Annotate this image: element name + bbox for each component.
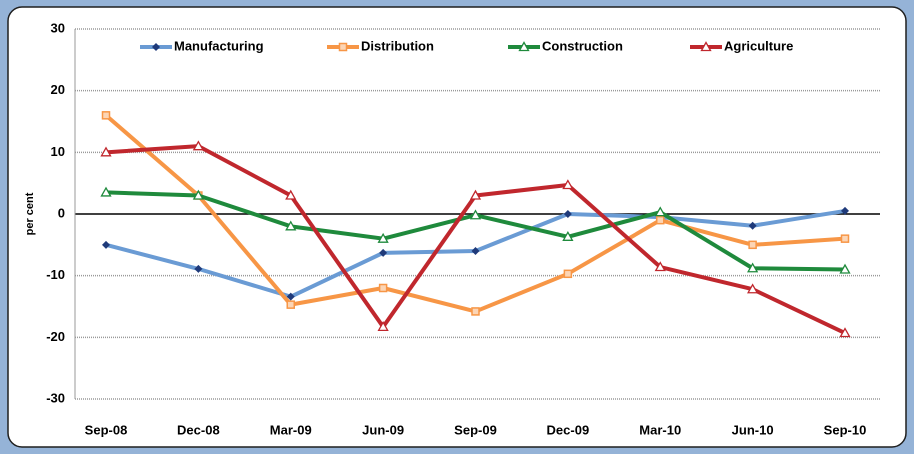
marker <box>839 327 851 338</box>
marker <box>101 111 111 120</box>
y-tick-label: 20 <box>51 82 65 97</box>
y-tick-label: 30 <box>51 20 65 35</box>
marker <box>747 283 759 294</box>
y-axis-label: per cent <box>24 192 36 235</box>
marker <box>563 210 572 218</box>
marker <box>748 240 757 250</box>
marker <box>338 42 348 52</box>
marker <box>100 146 112 157</box>
marker <box>286 292 295 301</box>
marker <box>192 140 204 151</box>
y-tick-label: -10 <box>46 267 65 282</box>
marker <box>841 206 849 215</box>
marker <box>518 41 530 52</box>
x-tick-label: Mar-10 <box>639 422 681 437</box>
marker <box>840 234 850 243</box>
marker <box>839 263 851 274</box>
marker <box>471 307 480 316</box>
x-tick-label: Jun-10 <box>732 422 774 437</box>
marker <box>563 269 573 279</box>
x-tick-label: Sep-09 <box>454 422 497 437</box>
marker <box>152 43 160 51</box>
marker <box>285 189 297 200</box>
marker <box>700 41 712 52</box>
marker <box>469 189 482 200</box>
marker <box>285 220 297 231</box>
x-tick-label: Dec-08 <box>177 422 220 437</box>
legend-label: Agriculture <box>724 38 793 53</box>
marker <box>377 232 389 243</box>
marker <box>747 262 759 273</box>
marker <box>656 215 665 225</box>
legend-label: Distribution <box>361 38 434 53</box>
marker <box>654 206 666 217</box>
y-tick-label: 0 <box>58 205 65 220</box>
marker <box>378 283 388 293</box>
legend-label: Construction <box>542 38 623 53</box>
x-tick-label: Sep-10 <box>824 422 867 437</box>
x-tick-label: Mar-09 <box>270 422 312 437</box>
marker <box>562 230 574 241</box>
marker <box>469 209 482 220</box>
y-tick-label: -30 <box>46 390 65 405</box>
y-tick-label: -20 <box>46 329 65 344</box>
marker <box>194 264 203 273</box>
x-tick-label: Dec-09 <box>547 422 590 437</box>
marker <box>471 247 480 255</box>
marker <box>100 186 112 197</box>
x-tick-label: Jun-09 <box>362 422 404 437</box>
legend-label: Manufacturing <box>174 38 264 53</box>
y-tick-label: 10 <box>51 144 65 159</box>
marker <box>286 300 295 309</box>
marker <box>654 261 666 272</box>
panel <box>7 6 907 448</box>
marker <box>102 240 110 249</box>
marker <box>377 321 389 331</box>
x-tick-label: Sep-08 <box>85 422 128 437</box>
marker <box>192 189 204 200</box>
marker <box>379 248 388 257</box>
marker <box>562 179 574 190</box>
marker <box>748 221 757 230</box>
